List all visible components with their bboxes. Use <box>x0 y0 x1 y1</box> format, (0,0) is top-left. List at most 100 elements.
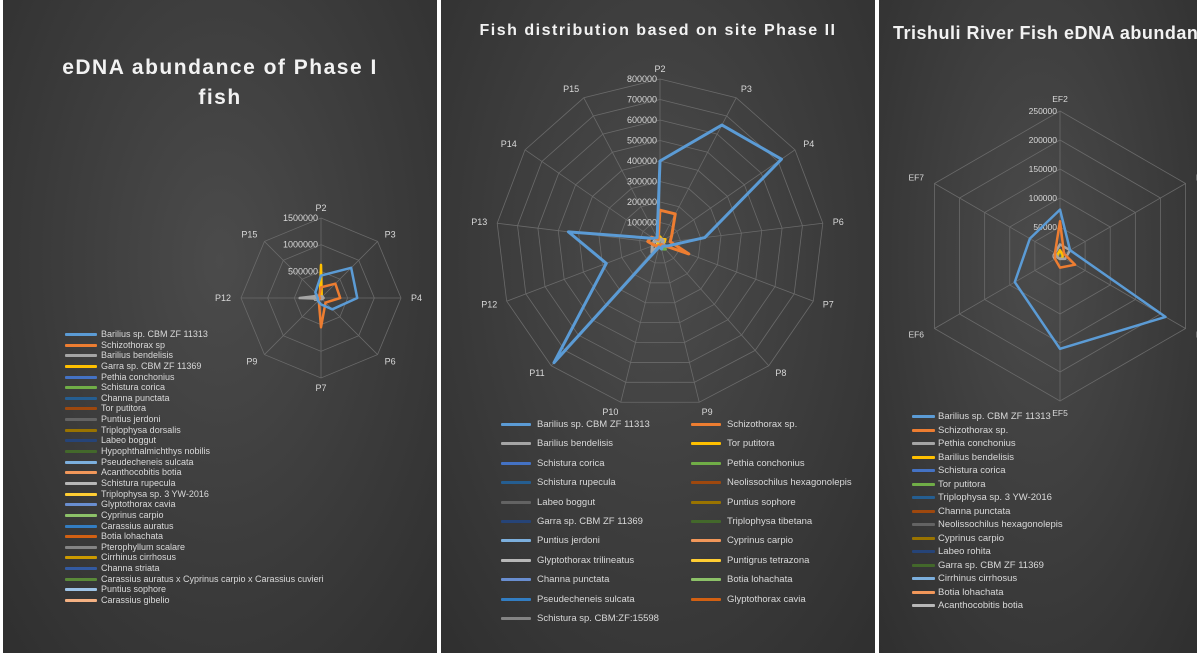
legend-swatch <box>912 442 935 445</box>
legend-swatch <box>912 563 935 567</box>
legend-swatch <box>912 469 935 472</box>
legend-label: Carassius gibelio <box>101 595 170 606</box>
category-label: P8 <box>775 368 786 378</box>
category-label: P4 <box>803 139 814 149</box>
spoke <box>659 242 770 367</box>
legend-swatch <box>691 597 721 601</box>
grid-ring <box>598 181 722 304</box>
legend-label: Schistura corica <box>101 382 166 393</box>
legend-entry: Barilius sp. CBM ZF 11313 <box>912 410 1063 424</box>
legend-entry: Schizothorax sp. <box>691 415 871 434</box>
legend-entry: Labeo boggut <box>65 435 324 446</box>
spoke <box>659 242 700 403</box>
series-line <box>1053 219 1077 269</box>
legend-entry: Schistura corica <box>501 454 691 473</box>
legend-label: Neolissochilus hexagonolepis <box>938 519 1063 530</box>
legend-label: Puntius jerdoni <box>101 414 161 425</box>
chart-panel-phase-2: Fish distribution based on site Phase II… <box>441 0 875 653</box>
legend-swatch <box>65 386 97 390</box>
legend-entry: Barilius bendelisis <box>912 451 1063 465</box>
series-line <box>298 294 325 301</box>
legend-label: Triplophysa tibetana <box>727 515 813 527</box>
legend-entry: Puntius sophore <box>65 584 324 595</box>
legend-label: Labeo boggut <box>537 496 596 508</box>
legend-swatch <box>912 415 935 418</box>
legend-swatch <box>691 423 721 426</box>
legend-entry: Schizothorax sp <box>65 340 324 351</box>
legend-phase-1: Barilius sp. CBM ZF 11313 Schizothorax sp… <box>65 329 324 606</box>
legend-swatch <box>501 461 531 465</box>
legend-swatch <box>691 539 721 543</box>
tick-label: 300000 <box>627 177 657 187</box>
legend-entry: Puntigrus tetrazona <box>691 551 871 570</box>
legend-label: Glyptothorax cavia <box>727 593 806 605</box>
spoke <box>659 97 737 244</box>
legend-entry: Pseudecheneis sulcata <box>501 590 691 609</box>
legend-swatch <box>912 509 935 513</box>
legend-swatch <box>501 500 531 504</box>
category-label: P15 <box>241 229 257 239</box>
category-label: P14 <box>501 139 517 149</box>
legend-swatch <box>912 428 935 432</box>
legend-swatch <box>912 604 935 607</box>
legend-label: Tor putitora <box>101 403 147 414</box>
legend-entry: Triplophysa sp. 3 YW-2016 <box>65 489 324 500</box>
legend-entry: Pterophyllum scalare <box>65 542 324 553</box>
category-label: P13 <box>471 217 487 227</box>
category-label: EF6 <box>908 329 924 339</box>
legend-swatch <box>912 536 935 540</box>
spoke <box>659 222 823 244</box>
spoke <box>320 297 378 355</box>
legend-swatch <box>501 578 531 582</box>
legend-label: Barilius sp. CBM ZF 11313 <box>101 329 208 339</box>
legend-label: Labeo rohita <box>938 546 991 557</box>
legend-label: Garra sp. CBM ZF 11369 <box>537 515 643 527</box>
legend-swatch <box>65 535 97 539</box>
series-line <box>317 282 342 329</box>
spoke <box>934 255 1061 329</box>
spoke <box>1059 183 1186 257</box>
tick-label: 200000 <box>1029 135 1058 145</box>
radar-chart-trishuli: EF2EF3EF4EF5EF6EF70500001000001500002000… <box>908 94 1197 418</box>
legend-entry: Schistura sp. CBM:ZF:15598 <box>501 609 691 628</box>
legend-label: Pethia conchonius <box>727 457 805 469</box>
legend-label: Pterophyllum scalare <box>101 541 186 552</box>
category-label: P2 <box>315 203 326 213</box>
category-label: P6 <box>385 357 396 367</box>
category-label: P7 <box>823 300 834 310</box>
legend-swatch <box>912 496 935 499</box>
legend-entry: Tor putitora <box>691 434 871 453</box>
legend-label: Schistura rupecula <box>101 477 176 488</box>
legend-entry: Carassius auratus <box>65 521 324 532</box>
tick-label: 1000000 <box>283 240 318 250</box>
legend-label: Channa striata <box>101 563 160 574</box>
category-label: P3 <box>741 84 752 94</box>
legend-swatch <box>65 524 97 528</box>
tick-label: 500000 <box>627 136 657 146</box>
legend-label: Pethia conchonius <box>101 371 175 382</box>
legend-label: Hypophthalmichthys nobilis <box>101 446 211 457</box>
legend-swatch <box>65 439 97 443</box>
chart-title: Fish distribution based on site Phase II <box>479 22 837 39</box>
legend-label: Barilius bendelisis <box>938 451 1015 463</box>
legend-swatch <box>65 354 97 358</box>
legend-entry: Cyprinus carpio <box>65 510 324 521</box>
legend-entry: Garra sp. CBM ZF 11369 <box>65 361 324 372</box>
legend-swatch <box>691 578 721 582</box>
legend-label: Barilius sp. CBM ZF 11313 <box>537 419 650 430</box>
legend-entry: Garra sp. CBM ZF 11369 <box>501 512 691 531</box>
legend-swatch <box>65 492 97 496</box>
category-label: P11 <box>529 368 544 378</box>
legend-label: Channa punctata <box>938 505 1011 517</box>
legend-entry: Puntius sophore <box>691 493 871 512</box>
legend-entry: Pethia conchonius <box>65 372 324 383</box>
legend-label: Puntigrus tetrazona <box>727 554 810 566</box>
legend-label: Tor putitora <box>938 478 986 490</box>
category-label: EF5 <box>1052 408 1068 418</box>
legend-swatch <box>65 460 97 464</box>
legend-swatch <box>65 333 97 336</box>
legend-entry: Botia lohachata <box>691 570 871 589</box>
legend-label: Glyptothorax cavia <box>101 499 176 510</box>
tick-label: 700000 <box>627 95 657 105</box>
category-label: P3 <box>385 229 396 239</box>
